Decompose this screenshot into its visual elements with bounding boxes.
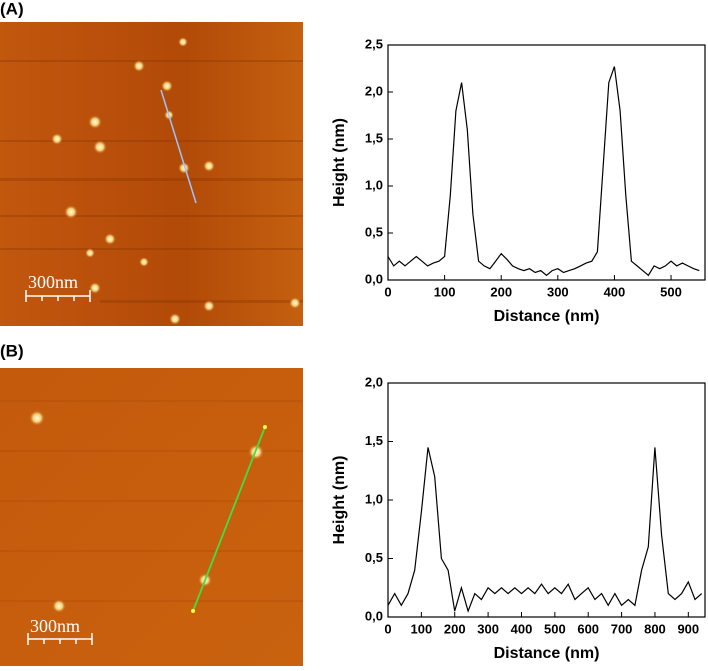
x-tick-label: 500: [544, 621, 566, 636]
panel-label: (B): [0, 341, 24, 360]
x-tick-label: 0: [384, 284, 391, 299]
x-axis-label: Distance (nm): [494, 645, 600, 662]
x-tick-label: 800: [644, 621, 666, 636]
y-axis-label: Height (nm): [331, 118, 348, 207]
x-tick-label: 300: [477, 621, 499, 636]
x-tick-label: 400: [604, 284, 626, 299]
profile-line: [387, 447, 703, 613]
afm-image: 300nm: [0, 368, 303, 666]
y-tick-label: 1,0: [365, 177, 383, 192]
profile-line: [387, 66, 700, 277]
x-tick-label: 700: [611, 621, 633, 636]
x-tick-label: 500: [660, 284, 682, 299]
y-tick-label: 1,0: [365, 491, 383, 506]
panel-label: (A): [0, 0, 24, 18]
y-tick-label: 2,5: [365, 36, 383, 51]
y-tick-label: 0,0: [365, 271, 383, 286]
x-axis-label: Distance (nm): [494, 308, 600, 325]
x-tick-label: 600: [577, 621, 599, 636]
x-tick-label: 400: [511, 621, 533, 636]
y-tick-label: 2,0: [365, 374, 383, 389]
plot-frame: [387, 44, 706, 281]
y-tick-label: 0,0: [365, 608, 383, 623]
plot-frame: [387, 382, 706, 618]
afm-image: 300nm: [0, 22, 303, 326]
x-tick-label: 900: [677, 621, 699, 636]
y-tick-label: 1,5: [365, 433, 383, 448]
x-tick-label: 200: [444, 621, 466, 636]
scale-bar-label: 300nm: [28, 272, 78, 292]
x-tick-label: 0: [384, 621, 391, 636]
y-tick-label: 2,0: [365, 83, 383, 98]
x-tick-label: 300: [547, 284, 569, 299]
y-tick-label: 1,5: [365, 130, 383, 145]
x-tick-label: 100: [411, 621, 433, 636]
x-tick-label: 200: [490, 284, 512, 299]
scale-bar-label: 300nm: [30, 616, 80, 636]
y-tick-label: 0,5: [365, 550, 383, 565]
x-tick-label: 100: [434, 284, 456, 299]
y-axis-label: Height (nm): [331, 456, 348, 545]
y-tick-label: 0,5: [365, 224, 383, 239]
